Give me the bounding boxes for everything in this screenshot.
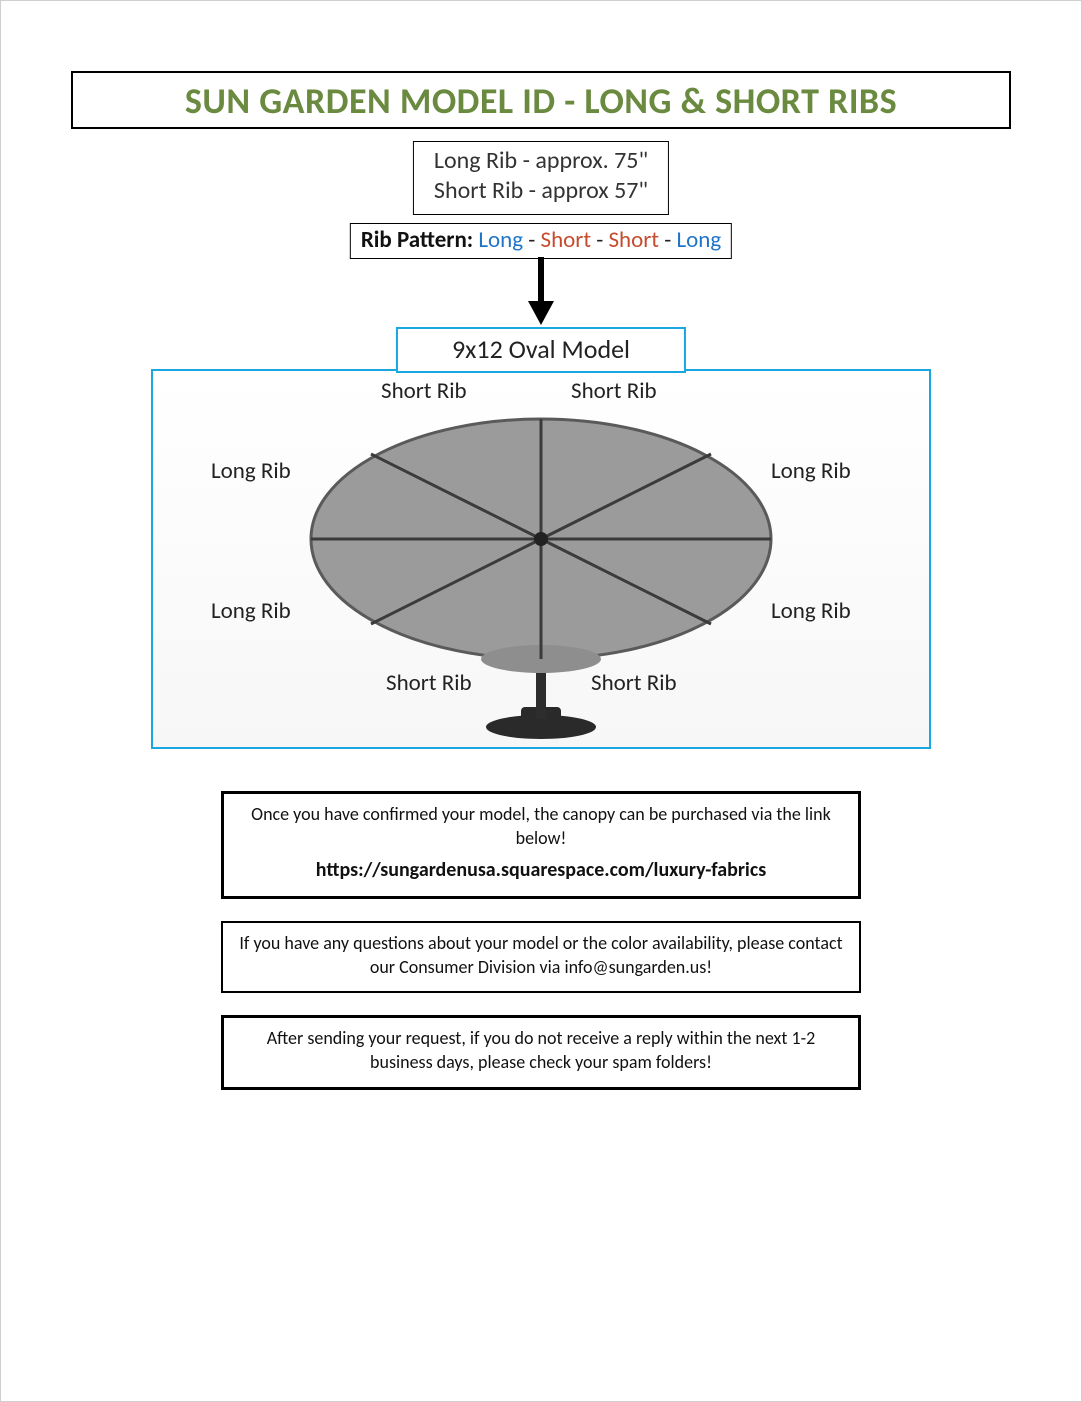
- label-long-rib-ru: Long Rib: [771, 457, 851, 485]
- page-title: SUN GARDEN MODEL ID - LONG & SHORT RIBS: [185, 79, 897, 123]
- diagram: Long Rib - approx. 75" Short Rib - appro…: [151, 141, 931, 751]
- long-rib-measure: Long Rib - approx. 75": [434, 146, 648, 176]
- label-short-rib-br: Short Rib: [591, 669, 677, 697]
- model-name: 9x12 Oval Model: [452, 333, 630, 365]
- label-long-rib-lu: Long Rib: [211, 457, 291, 485]
- purchase-text: Once you have confirmed your model, the …: [238, 802, 844, 851]
- purchase-url[interactable]: https://sungardenusa.squarespace.com/lux…: [238, 857, 844, 884]
- label-long-rib-rl: Long Rib: [771, 597, 851, 625]
- info-section: Once you have confirmed your model, the …: [221, 791, 861, 1090]
- label-short-rib-tl: Short Rib: [381, 377, 467, 405]
- questions-text: If you have any questions about your mod…: [237, 931, 845, 980]
- label-long-rib-ll: Long Rib: [211, 597, 291, 625]
- spam-text: After sending your request, if you do no…: [238, 1026, 844, 1075]
- spam-box: After sending your request, if you do no…: [221, 1015, 861, 1090]
- model-name-box: 9x12 Oval Model: [396, 327, 686, 373]
- rib-pattern-box: Rib Pattern: Long - Short - Short - Long: [350, 223, 732, 259]
- label-short-rib-tr: Short Rib: [571, 377, 657, 405]
- short-rib-measure: Short Rib - approx 57": [434, 176, 648, 206]
- document-page: SUN GARDEN MODEL ID - LONG & SHORT RIBS …: [0, 0, 1082, 1402]
- pattern-sequence: Long - Short - Short - Long: [478, 226, 721, 254]
- measurements-box: Long Rib - approx. 75" Short Rib - appro…: [413, 141, 669, 215]
- pattern-label: Rib Pattern:: [361, 226, 473, 254]
- questions-box: If you have any questions about your mod…: [221, 921, 861, 994]
- label-short-rib-bl: Short Rib: [386, 669, 472, 697]
- umbrella-icon: [151, 369, 931, 749]
- purchase-box: Once you have confirmed your model, the …: [221, 791, 861, 899]
- title-box: SUN GARDEN MODEL ID - LONG & SHORT RIBS: [71, 71, 1011, 129]
- arrow-down-icon: [526, 257, 556, 327]
